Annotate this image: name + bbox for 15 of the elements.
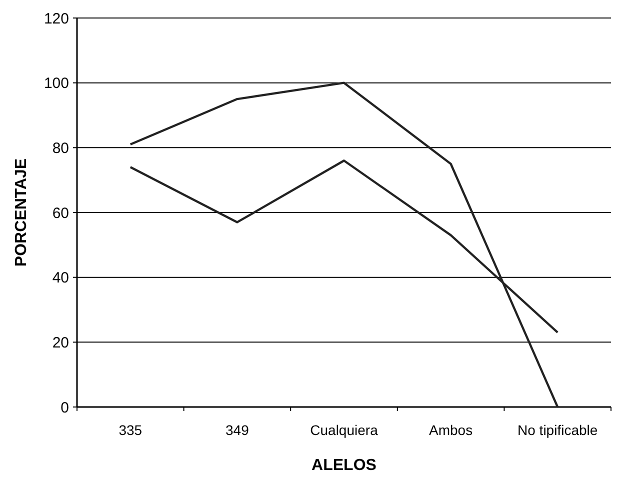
x-tick-label: Ambos bbox=[429, 422, 473, 438]
y-axis-title: PORCENTAJE bbox=[13, 158, 30, 267]
x-tick-label: 349 bbox=[226, 422, 250, 438]
y-tick-label: 80 bbox=[52, 140, 69, 157]
x-tick-label: Cualquiera bbox=[310, 422, 378, 438]
y-tick-label: 40 bbox=[52, 270, 69, 287]
y-tick-label: 20 bbox=[52, 334, 69, 352]
x-tick-label: No tipificable bbox=[518, 422, 598, 438]
y-tick-label: 60 bbox=[52, 204, 69, 222]
line-series bbox=[129, 82, 559, 408]
x-axis-title: ALELOS bbox=[312, 457, 377, 474]
y-tick-label: 0 bbox=[60, 399, 69, 416]
x-tick-label: 335 bbox=[118, 422, 142, 438]
y-tick-label: 100 bbox=[44, 75, 69, 92]
y-tick-label: 120 bbox=[44, 10, 69, 28]
